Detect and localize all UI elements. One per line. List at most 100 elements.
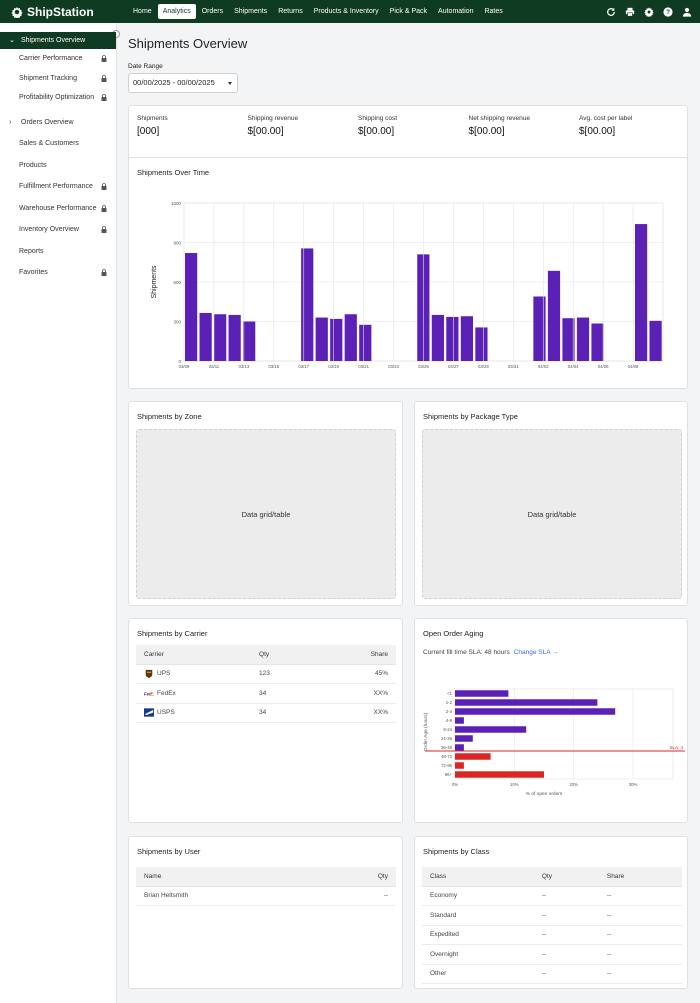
nav-shipments[interactable]: Shipments — [234, 8, 268, 15]
help-icon[interactable]: ? — [663, 6, 673, 17]
user-icon[interactable] — [682, 7, 692, 17]
bar — [455, 762, 464, 769]
zone-title: Shipments by Zone — [137, 412, 202, 421]
print-icon[interactable] — [625, 7, 635, 17]
cell-name: Other — [422, 964, 534, 984]
bar — [301, 248, 314, 361]
kpi-label: Avg. cost per label — [579, 115, 633, 122]
column-header-qty[interactable]: Qty — [251, 645, 316, 665]
sidebar-item-products[interactable]: Products — [19, 161, 47, 169]
bar — [576, 317, 590, 361]
table-row[interactable]: Brian Heltsmith -- — [136, 886, 396, 906]
kpi-value: $[00.00] — [247, 126, 284, 137]
table-row[interactable]: FedExFedEx34XX% — [136, 683, 396, 704]
class-table: Class Qty Share Economy -- -- Standard -- -- Expe… — [422, 867, 682, 984]
nav-home[interactable]: Home — [133, 8, 152, 15]
cell-qty: 34 — [251, 683, 316, 704]
column-header-share[interactable]: Share — [598, 867, 682, 887]
nav-orders[interactable]: Orders — [201, 8, 224, 15]
carrier-table: CarrierQtyShareUPS12345%FedExFedEx34XX%U… — [136, 645, 396, 723]
bar — [547, 270, 561, 361]
sidebar-item-shipments-overview[interactable]: ⌄ Shipments Overview — [0, 32, 116, 49]
table-row[interactable]: Other -- -- — [422, 964, 682, 984]
table-row[interactable]: Expedited -- -- — [422, 925, 682, 945]
sidebar-item-favorites[interactable]: Favorites — [0, 262, 116, 284]
shipments-over-time-card: Shipments Over Time 0 300 600 900 1000 Shipme… — [128, 157, 688, 389]
column-header-name[interactable]: Name — [136, 867, 318, 887]
y-axis-label: Shipments — [151, 265, 158, 299]
x-tick-label: 30% — [629, 782, 638, 787]
bar — [228, 314, 241, 361]
lock-icon — [101, 183, 107, 191]
sidebar-item-reports[interactable]: Reports — [19, 247, 44, 255]
package-type-title: Shipments by Package Type — [423, 412, 518, 421]
bar — [591, 323, 604, 361]
cell-qty: 34 — [251, 703, 316, 723]
date-range-select[interactable]: 00/00/2025 - 00/00/2025 — [128, 73, 238, 93]
cell-carrier: UPS — [136, 664, 252, 684]
sidebar-item-fulfillment-performance[interactable]: Fulfillment Performance — [0, 176, 116, 198]
table-row[interactable]: USPS 34 XX% — [136, 703, 396, 723]
nav-returns[interactable]: Returns — [278, 8, 303, 15]
nav-pick-pack[interactable]: Pick & Pack — [389, 8, 428, 15]
cell-name: Standard — [422, 905, 534, 926]
zone-placeholder: Data grid/table — [136, 429, 396, 599]
table-row[interactable]: Standard -- -- — [422, 905, 682, 926]
kpi-avg-cost-per-label: Avg. cost per label $[00.00] — [579, 115, 632, 137]
lock-icon — [101, 226, 107, 234]
x-tick-label: 10% — [510, 782, 519, 787]
sla-line-label: SLA: 4 — [669, 745, 683, 750]
bar — [243, 321, 256, 361]
aging-card: Open Order Aging Current fill time SLA: … — [414, 618, 688, 823]
sidebar-item-shipment-tracking[interactable]: Shipment Tracking — [0, 69, 116, 89]
sidebar-item-sales-customers[interactable]: Sales & Customers — [19, 140, 79, 147]
column-header-qty[interactable]: Qty — [533, 867, 599, 887]
sidebar-item-orders-overview[interactable]: › Orders Overview — [0, 112, 116, 134]
column-header-share[interactable]: Share — [315, 645, 396, 665]
nav-rates[interactable]: Rates — [484, 8, 503, 15]
package-type-placeholder: Data grid/table — [422, 429, 682, 599]
cell-share: 45% — [315, 664, 396, 684]
sidebar-item-warehouse-performance[interactable]: Warehouse Performance — [0, 198, 116, 220]
sidebar-item-inventory-overview[interactable]: Inventory Overview — [0, 219, 116, 241]
sla-text: Current fill time SLA: 48 hours Change SL… — [423, 649, 559, 656]
cell-qty: -- — [317, 886, 396, 906]
table-row[interactable]: UPS 123 45% — [136, 664, 396, 684]
table-row[interactable]: Overnight -- -- — [422, 944, 682, 965]
column-header-class[interactable]: Class — [422, 867, 534, 887]
nav-products-inventory[interactable]: Products & Inventory — [313, 8, 379, 15]
bar — [455, 717, 464, 724]
bar — [455, 699, 598, 706]
change-sla-link[interactable]: Change SLA → — [513, 649, 559, 656]
bar — [315, 317, 328, 361]
sidebar-item-carrier-performance[interactable]: Carrier Performance — [0, 49, 116, 69]
bar — [634, 224, 648, 361]
bar — [455, 771, 544, 778]
refresh-icon[interactable] — [606, 7, 616, 17]
user-title: Shipments by User — [137, 847, 201, 856]
cell-qty: 123 — [251, 664, 316, 684]
brand-logo[interactable]: ShipStation — [0, 5, 128, 19]
bar — [455, 726, 527, 733]
table-row[interactable]: Economy -- -- — [422, 886, 682, 906]
x-tick-label: 03/09 — [179, 364, 190, 369]
user-card: Shipments by User Name Qty Brian Heltsmith… — [128, 836, 403, 989]
cell-qty: -- — [533, 905, 599, 926]
svg-text:Fed: Fed — [144, 691, 152, 696]
nav-automation[interactable]: Automation — [438, 8, 474, 15]
settings-icon[interactable] — [644, 6, 654, 17]
sidebar-item-profitability-optimization[interactable]: Profitability Optimization — [0, 88, 116, 108]
x-tick-label: 04/02 — [538, 364, 549, 369]
column-header-carrier[interactable]: Carrier — [136, 645, 252, 665]
x-tick-label: 04/04 — [568, 364, 579, 369]
package-type-card: Shipments by Package Type Data grid/tabl… — [414, 401, 688, 606]
kpi-shipments: Shipments [000] — [137, 115, 168, 137]
bar — [185, 253, 198, 361]
x-tick-label: 03/29 — [478, 364, 489, 369]
carrier-card: Shipments by Carrier Carrier Qty Share UPS 1… — [128, 618, 403, 823]
y-tick-label: 1-2 — [446, 700, 453, 705]
nav-analytics[interactable]: Analytics — [157, 4, 196, 19]
date-range-label: Date Range — [128, 63, 163, 70]
kpi-value: $[00.00] — [468, 126, 505, 137]
column-header-qty[interactable]: Qty — [317, 867, 396, 887]
